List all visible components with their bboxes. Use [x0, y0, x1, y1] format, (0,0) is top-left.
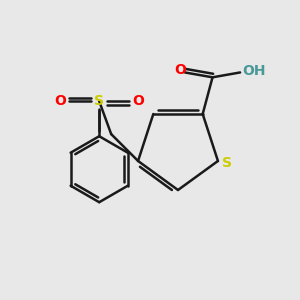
- Text: S: S: [94, 94, 104, 108]
- Text: OH: OH: [242, 64, 266, 79]
- Text: O: O: [54, 94, 66, 108]
- Text: S: S: [222, 156, 232, 170]
- Text: O: O: [174, 64, 186, 77]
- Text: O: O: [132, 94, 144, 108]
